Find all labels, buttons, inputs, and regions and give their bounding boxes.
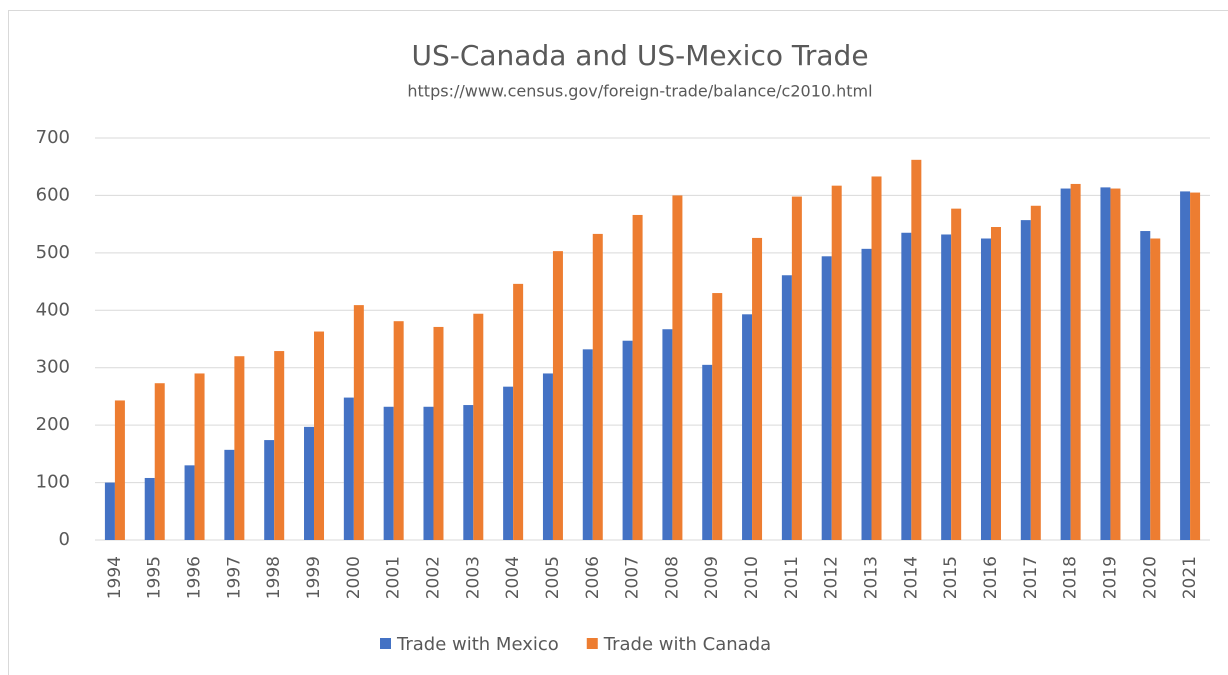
bar: [542, 373, 553, 540]
x-tick-label: 2001: [384, 556, 404, 599]
y-tick-label: 600: [36, 184, 70, 205]
x-tick-label: 2019: [1100, 556, 1120, 599]
x-tick-label: 2015: [941, 556, 961, 599]
y-tick-label: 700: [36, 127, 70, 148]
bar: [951, 208, 962, 540]
bar: [752, 237, 763, 540]
bar: [383, 406, 394, 540]
legend-swatch: [380, 638, 391, 649]
x-tick-label: 2007: [623, 556, 643, 599]
x-tick-label: 2002: [423, 556, 443, 599]
bar: [433, 326, 444, 540]
x-tick-label: 1994: [105, 556, 125, 599]
x-tick-label: 2003: [463, 556, 483, 599]
bar: [742, 314, 753, 540]
x-tick-label: 2016: [981, 556, 1001, 599]
bar: [393, 321, 404, 540]
bar: [503, 386, 514, 540]
bar: [941, 234, 952, 541]
x-tick-label: 2009: [702, 556, 722, 599]
bar: [622, 340, 633, 540]
bar: [911, 159, 922, 540]
bar: [582, 349, 593, 540]
legend-swatch: [586, 638, 598, 649]
x-tick-label: 2011: [782, 556, 802, 599]
bar: [423, 406, 434, 540]
x-tick-label: 2008: [662, 556, 682, 599]
bar: [1060, 188, 1071, 540]
x-tick-label: 1995: [145, 556, 165, 599]
legend-label: Trade with Canada: [603, 634, 771, 655]
x-tick-label: 2005: [543, 556, 563, 599]
y-tick-label: 500: [36, 242, 70, 263]
bar: [871, 176, 882, 540]
x-tick-label: 2004: [503, 556, 523, 599]
bar: [861, 248, 872, 540]
bar: [662, 329, 673, 540]
bar: [224, 449, 235, 540]
y-tick-label: 300: [36, 357, 70, 378]
x-tick-label: 2013: [862, 556, 882, 599]
x-tick-label: 2014: [901, 556, 921, 599]
bar: [343, 397, 354, 540]
x-tick-label: 2012: [822, 556, 842, 599]
bar: [274, 351, 285, 540]
x-tick-label: 2017: [1021, 556, 1041, 599]
bar: [1110, 188, 1121, 540]
bar: [702, 364, 713, 540]
chart-subtitle: https://www.census.gov/foreign-trade/bal…: [407, 82, 872, 101]
bar: [264, 440, 275, 540]
bar: [104, 482, 115, 540]
bar: [304, 426, 315, 540]
bar: [791, 196, 802, 540]
bar: [463, 405, 474, 540]
bar: [781, 275, 792, 540]
x-tick-label: 2006: [583, 556, 603, 599]
bar: [632, 214, 643, 540]
x-tick-label: 2018: [1061, 556, 1081, 599]
bar: [1180, 191, 1191, 540]
x-tick-label: 1996: [185, 556, 205, 599]
bar: [154, 383, 165, 540]
bar: [144, 477, 155, 540]
bar: [980, 238, 991, 540]
bar: [1150, 238, 1161, 540]
x-tick-label: 2010: [742, 556, 762, 599]
bar: [831, 185, 842, 540]
bar: [672, 195, 683, 540]
x-tick-label: 1998: [264, 556, 284, 599]
bar: [1100, 187, 1111, 541]
chart-title: US-Canada and US-Mexico Trade: [411, 39, 868, 72]
y-tick-label: 0: [59, 529, 70, 550]
bar: [513, 283, 524, 540]
bar: [1140, 231, 1151, 540]
bar: [184, 465, 195, 540]
bar: [194, 373, 205, 540]
bar: [473, 313, 484, 540]
bar: [712, 293, 723, 540]
bar: [821, 256, 832, 540]
bar: [234, 356, 245, 540]
x-tick-label: 2021: [1180, 556, 1200, 599]
bar: [901, 232, 912, 540]
y-tick-label: 200: [36, 414, 70, 435]
bar: [1070, 183, 1081, 540]
bar: [1020, 220, 1031, 540]
y-tick-label: 400: [36, 299, 70, 320]
bar: [592, 233, 603, 541]
x-tick-label: 1997: [224, 556, 244, 599]
x-tick-label: 2000: [344, 556, 364, 599]
bar: [990, 227, 1001, 540]
bar: [353, 305, 364, 540]
x-tick-label: 1999: [304, 556, 324, 599]
x-tick-label: 2020: [1140, 556, 1160, 599]
bar: [1030, 205, 1041, 540]
bar: [314, 331, 325, 540]
bar: [114, 400, 125, 540]
bar: [552, 251, 563, 541]
y-tick-label: 100: [36, 472, 70, 493]
legend-label: Trade with Mexico: [396, 634, 559, 655]
bar: [1190, 192, 1201, 541]
